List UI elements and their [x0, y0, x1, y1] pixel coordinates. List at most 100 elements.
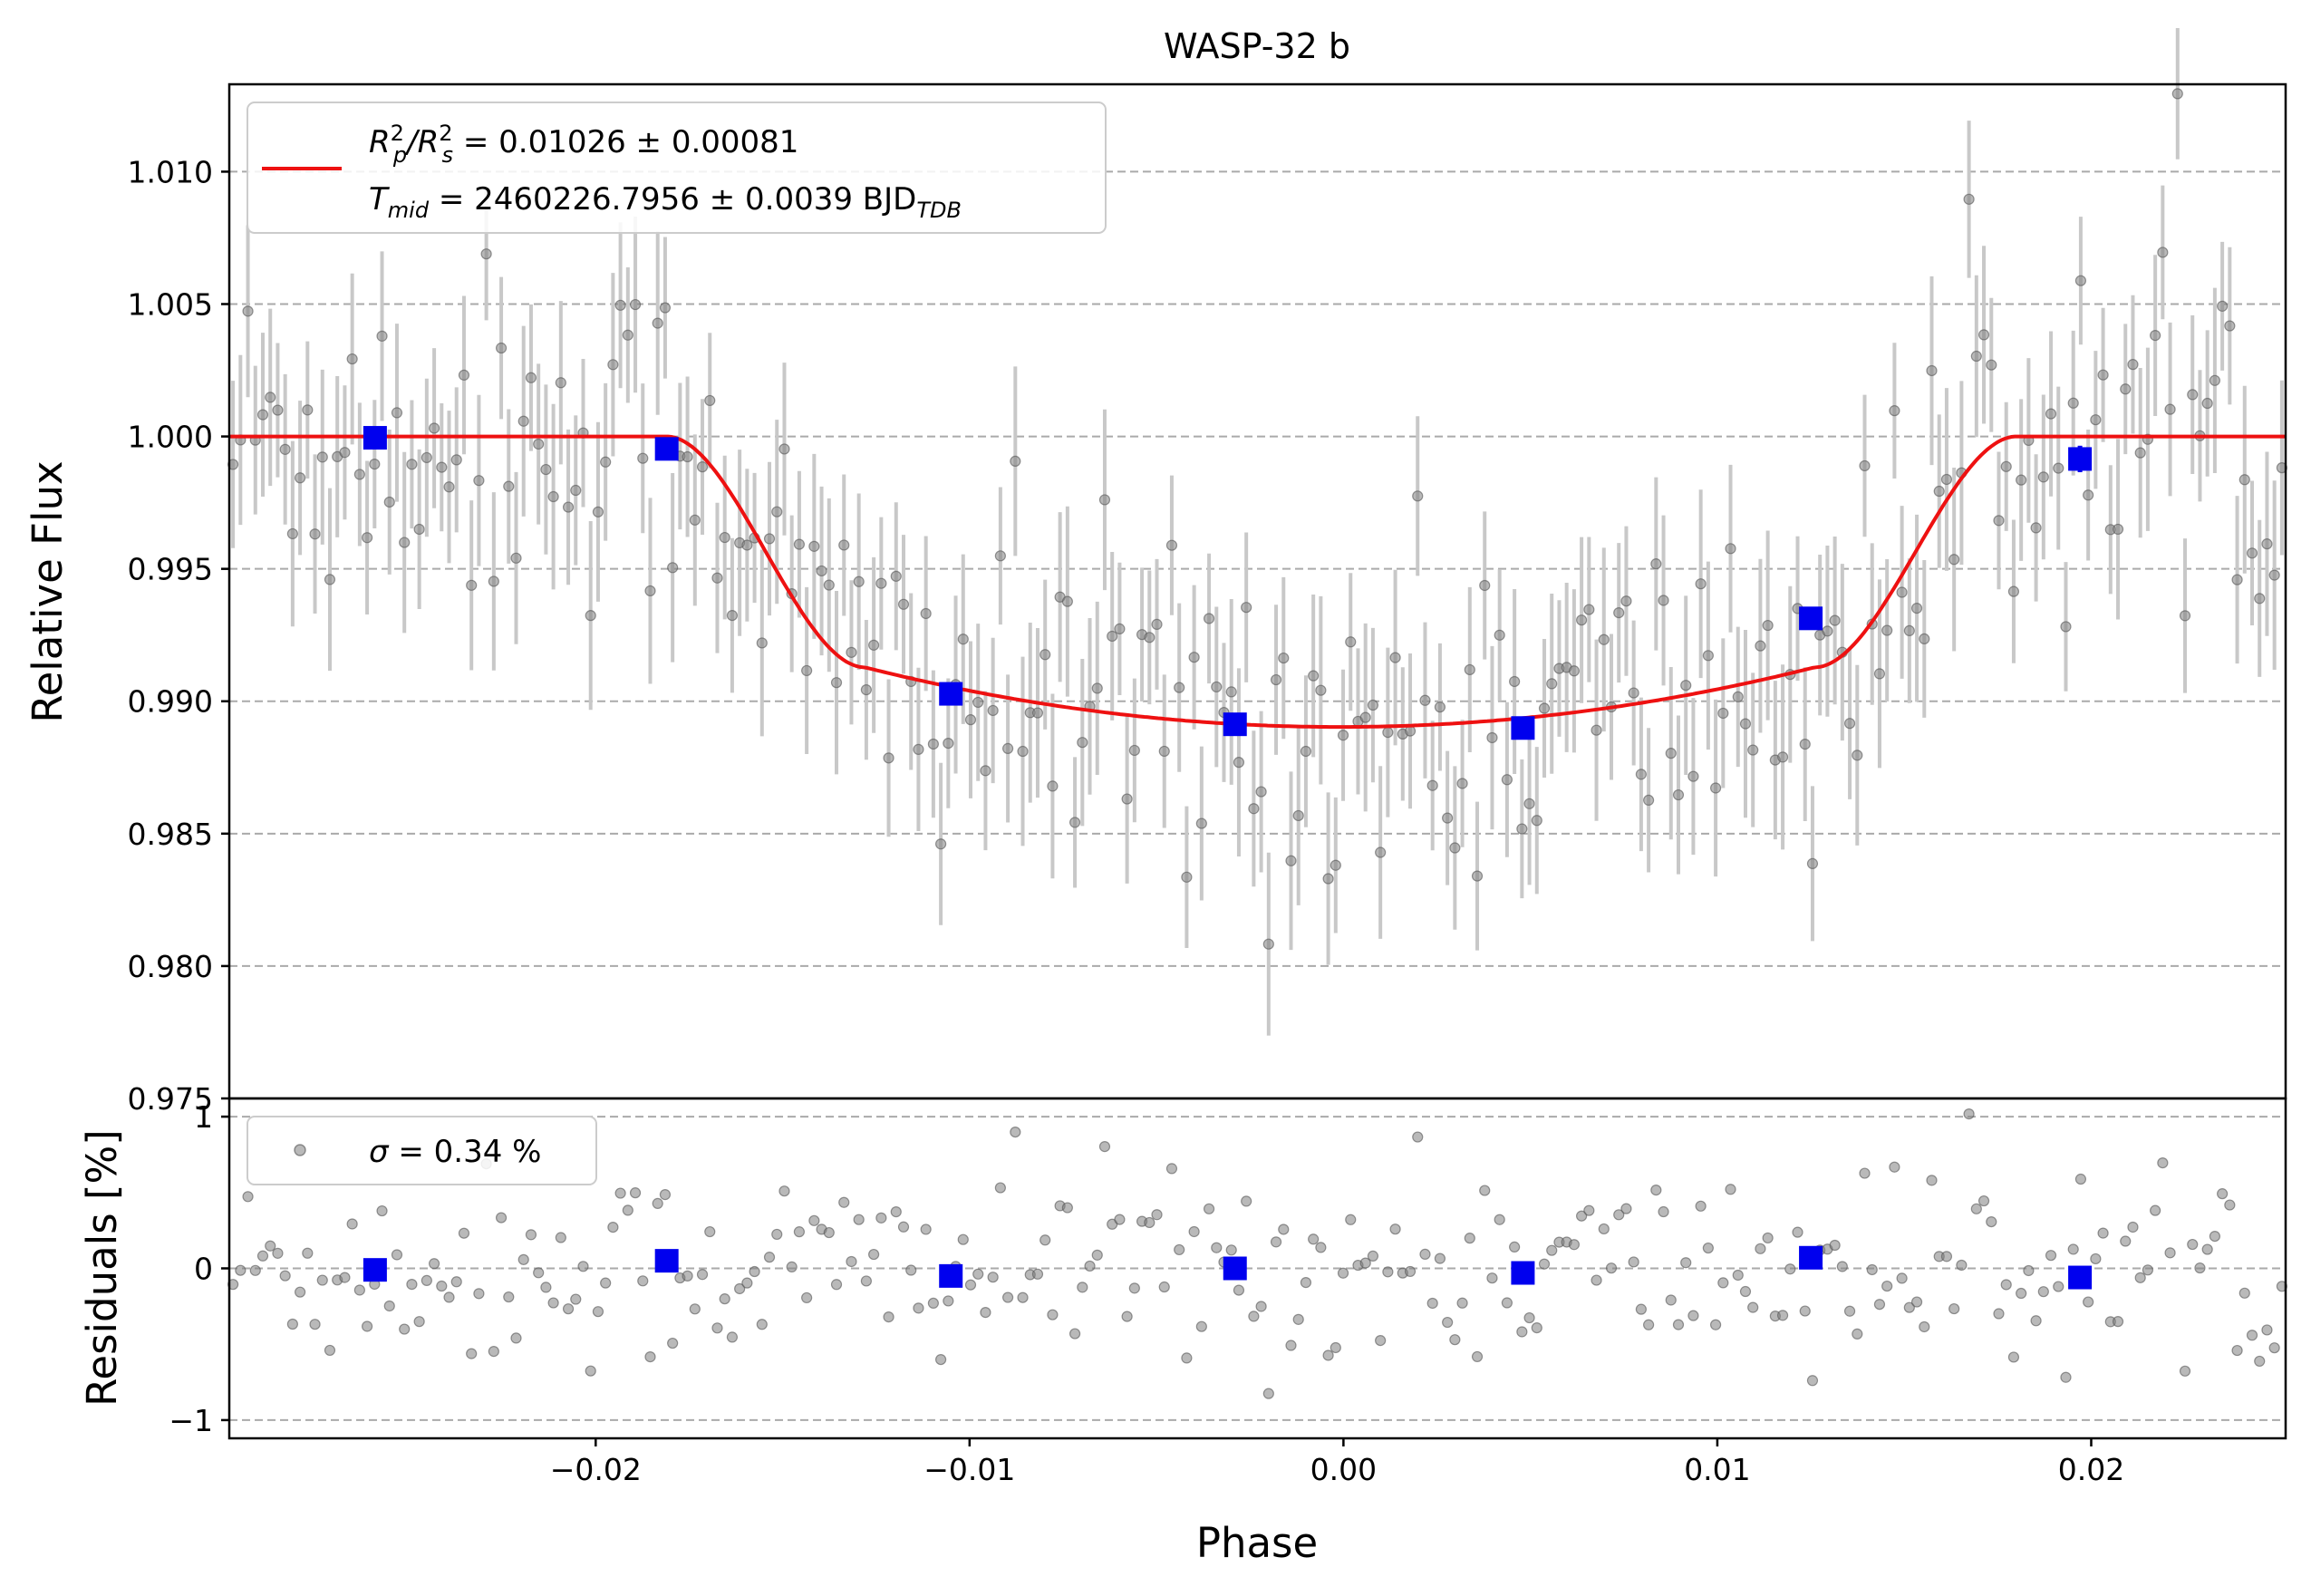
residual-raw-point — [1047, 1309, 1059, 1320]
lightcurve-panel: 0.975 0.980 0.985 0.990 0.995 1.000 1.005 1.010… — [24, 26, 2287, 1117]
lightcurve-raw-point — [1658, 595, 1669, 606]
residual-raw-point — [823, 1226, 835, 1239]
residual-raw-point — [473, 1288, 485, 1300]
residual-raw-point — [749, 1265, 760, 1278]
lightcurve-raw-point — [1479, 579, 1491, 592]
lightcurve-raw-point — [1091, 682, 1103, 694]
residual-raw-point — [1926, 1175, 1938, 1186]
residual-raw-point — [1151, 1209, 1163, 1221]
lightcurve-raw-point — [1114, 623, 1126, 634]
residual-raw-point — [1389, 1224, 1401, 1235]
y-axis-label-residuals: Residuals [%] — [78, 1129, 126, 1407]
lightcurve-raw-point — [1591, 724, 1602, 736]
lightcurve-raw-point — [607, 359, 619, 371]
residual-raw-point — [585, 1365, 596, 1377]
lightcurve-raw-point — [413, 523, 425, 536]
x-axis-label-phase: Phase — [1196, 1519, 1318, 1567]
lightcurve-raw-point — [1285, 855, 1297, 866]
residual-raw-point — [1702, 1242, 1714, 1254]
lightcurve-raw-point — [890, 570, 902, 582]
residual-raw-point — [644, 1351, 656, 1363]
lightcurve-raw-point — [1672, 788, 1685, 801]
residual-raw-point — [980, 1307, 991, 1319]
legend-tmid-value: = 2460226.7956 ± 0.0039 BJD — [429, 181, 916, 218]
residual-raw-point — [1650, 1185, 1662, 1196]
residual-raw-point — [1747, 1301, 1759, 1313]
lightcurve-raw-point — [1993, 515, 2005, 527]
lightcurve-raw-point — [644, 585, 656, 597]
lightcurve-raw-point — [2238, 474, 2250, 486]
lightcurve-raw-point — [2074, 275, 2087, 286]
residual-raw-point — [2016, 1287, 2027, 1300]
residual-raw-point — [2134, 1272, 2146, 1283]
residual-raw-point — [2142, 1264, 2154, 1276]
residual-raw-point — [1158, 1281, 1170, 1293]
lightcurve-raw-point — [2053, 462, 2064, 474]
binned-point — [1511, 716, 1535, 740]
lightcurve-raw-point — [1881, 624, 1893, 636]
residual-raw-point — [905, 1264, 917, 1276]
residual-raw-point — [242, 1191, 254, 1203]
lightcurve-raw-point — [875, 577, 887, 589]
residual-raw-point — [279, 1270, 291, 1282]
residual-raw-point — [339, 1272, 351, 1283]
lightcurve-raw-point — [1755, 640, 1766, 652]
residual-raw-point — [1144, 1216, 1156, 1229]
residual-raw-point — [286, 1318, 298, 1330]
residual-raw-point — [1345, 1214, 1357, 1225]
x-tick-label: 0.00 — [1310, 1452, 1377, 1487]
lightcurve-raw-point — [830, 677, 843, 689]
residual-raw-point — [868, 1248, 880, 1261]
residual-raw-point — [1523, 1311, 1535, 1324]
lightcurve-raw-point — [473, 475, 485, 487]
lightcurve-raw-point — [1933, 485, 1945, 498]
residual-raw-point — [1300, 1277, 1312, 1289]
residual-raw-point — [488, 1346, 499, 1358]
legend-sigma-value: = 0.34 % — [389, 1134, 542, 1170]
lightcurve-raw-point — [1523, 798, 1535, 809]
residual-raw-point — [1709, 1319, 1722, 1330]
residual-raw-point — [2023, 1264, 2035, 1277]
residual-raw-point — [1687, 1310, 1699, 1321]
residual-raw-point — [1792, 1226, 1803, 1238]
residual-raw-point — [1531, 1322, 1542, 1334]
residual-raw-point — [1755, 1243, 1766, 1254]
residual-binned-point — [654, 1249, 679, 1273]
lightcurve-raw-point — [443, 481, 455, 493]
residual-raw-point — [443, 1291, 455, 1303]
lightcurve-raw-point — [585, 610, 596, 622]
residual-raw-point — [1695, 1200, 1707, 1212]
lightcurve-raw-point — [696, 461, 709, 473]
lightcurve-raw-point — [1270, 673, 1282, 686]
residual-raw-point — [801, 1291, 813, 1304]
residuals-raw-points — [227, 1108, 2287, 1399]
lightcurve-y-tick-label: 1.000 — [128, 420, 213, 455]
lightcurve-raw-point — [719, 531, 730, 544]
residual-raw-point — [2045, 1250, 2057, 1262]
lightcurve-raw-point — [1337, 730, 1349, 741]
residual-raw-point — [1977, 1195, 1990, 1207]
residual-raw-point — [890, 1206, 902, 1218]
residual-raw-point — [555, 1232, 566, 1243]
x-tick-label: −0.02 — [550, 1452, 642, 1487]
residual-raw-point — [704, 1225, 716, 1238]
lightcurve-raw-point — [2037, 471, 2049, 483]
residual-raw-point — [272, 1247, 284, 1259]
lightcurve-raw-point — [1926, 364, 1938, 377]
residual-raw-point — [316, 1274, 328, 1286]
lightcurve-raw-point — [1910, 603, 1923, 614]
lightcurve-raw-point — [853, 576, 865, 587]
residual-raw-point — [1643, 1319, 1655, 1330]
lightcurve-raw-point — [2000, 460, 2012, 472]
lightcurve-legend-box — [247, 102, 1107, 234]
residual-raw-point — [1114, 1214, 1126, 1225]
lightcurve-raw-point — [383, 496, 395, 508]
lightcurve-raw-point — [1442, 812, 1454, 824]
lightcurve-raw-point — [1986, 359, 1997, 371]
residual-raw-point — [1098, 1141, 1111, 1153]
lightcurve-raw-point — [1576, 614, 1588, 626]
residual-raw-point — [2150, 1204, 2161, 1216]
residual-raw-point — [2097, 1227, 2109, 1239]
lightcurve-raw-point — [547, 490, 559, 503]
